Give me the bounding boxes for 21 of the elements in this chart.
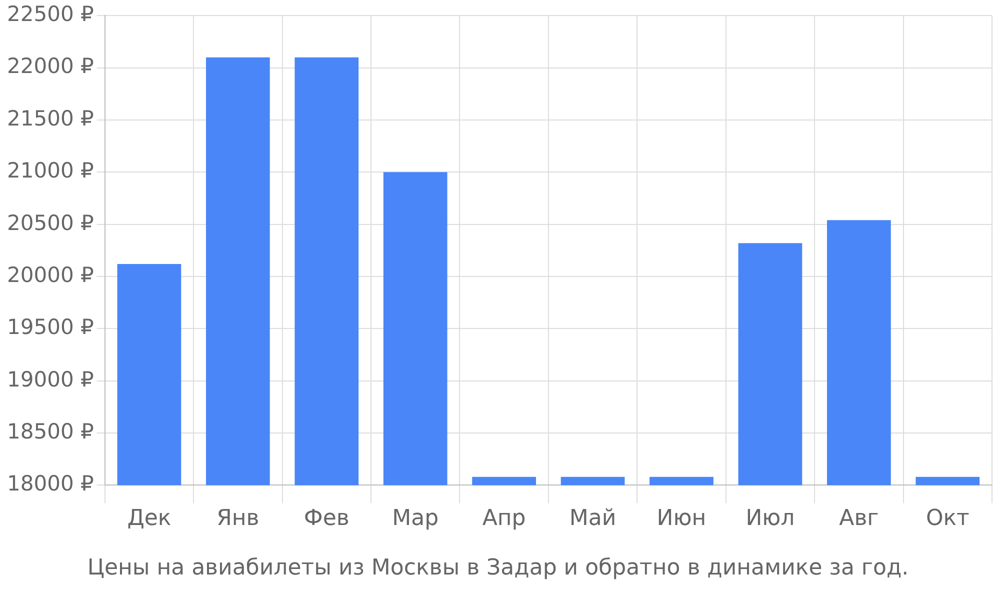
y-tick-label: 19000 ₽: [6, 367, 94, 392]
y-tick-label: 20500 ₽: [6, 210, 94, 235]
x-tick-label: Мар: [392, 506, 439, 532]
x-tick-label: Апр: [482, 506, 526, 532]
x-tick-label: Авг: [839, 506, 879, 532]
y-tick-label: 21500 ₽: [6, 106, 94, 130]
y-tick-label: 21000 ₽: [6, 158, 94, 183]
x-tick-label: Дек: [127, 506, 172, 532]
text: Цены на авиабилеты из Москвы в Задар и обратно в динамике за год.: [87, 556, 909, 581]
x-tick-label: Окт: [926, 506, 970, 532]
x-tick-label: Янв: [216, 506, 260, 532]
y-tick-label: 22000 ₽: [6, 54, 94, 78]
x-tick-label: Фев: [304, 506, 350, 532]
y-tick-label: 18500 ₽: [6, 419, 94, 444]
y-tick-label: 22500 ₽: [6, 2, 94, 26]
x-tick-label: Май: [569, 506, 616, 532]
x-tick-label: Июн: [656, 506, 706, 532]
y-tick-label: 19500 ₽: [6, 315, 94, 340]
y-tick-label: 18000 ₽: [6, 472, 94, 496]
x-tick-label: Июл: [746, 506, 795, 532]
y-tick-label: 20000 ₽: [6, 262, 94, 287]
